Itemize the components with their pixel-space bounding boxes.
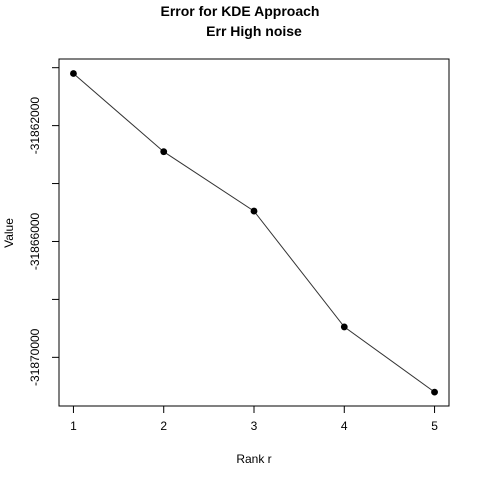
data-points xyxy=(70,70,438,396)
x-axis: 1 2 3 4 5 xyxy=(70,406,438,433)
data-point-2 xyxy=(160,148,168,156)
chart-subtitle: Err High noise xyxy=(206,23,302,39)
y-axis-label: Value xyxy=(2,218,16,248)
y-tick-label: -31870000 xyxy=(28,328,42,386)
x-tick-label: 2 xyxy=(160,419,167,433)
x-tick-label: 4 xyxy=(341,419,348,433)
x-tick-label: 5 xyxy=(431,419,438,433)
data-point-1 xyxy=(70,70,77,77)
chart-title: Error for KDE Approach xyxy=(161,3,320,19)
y-axis: -31862000 -31866000 -31870000 xyxy=(28,67,59,386)
y-tick-label: -31866000 xyxy=(28,212,42,270)
data-point-3 xyxy=(250,207,258,215)
x-axis-label: Rank r xyxy=(236,452,271,466)
series-line xyxy=(73,73,435,393)
data-point-4 xyxy=(340,323,348,331)
y-tick-label: -31862000 xyxy=(28,97,42,155)
data-point-5 xyxy=(431,388,438,396)
x-tick-label: 3 xyxy=(251,419,258,433)
x-tick-label: 1 xyxy=(70,419,77,433)
